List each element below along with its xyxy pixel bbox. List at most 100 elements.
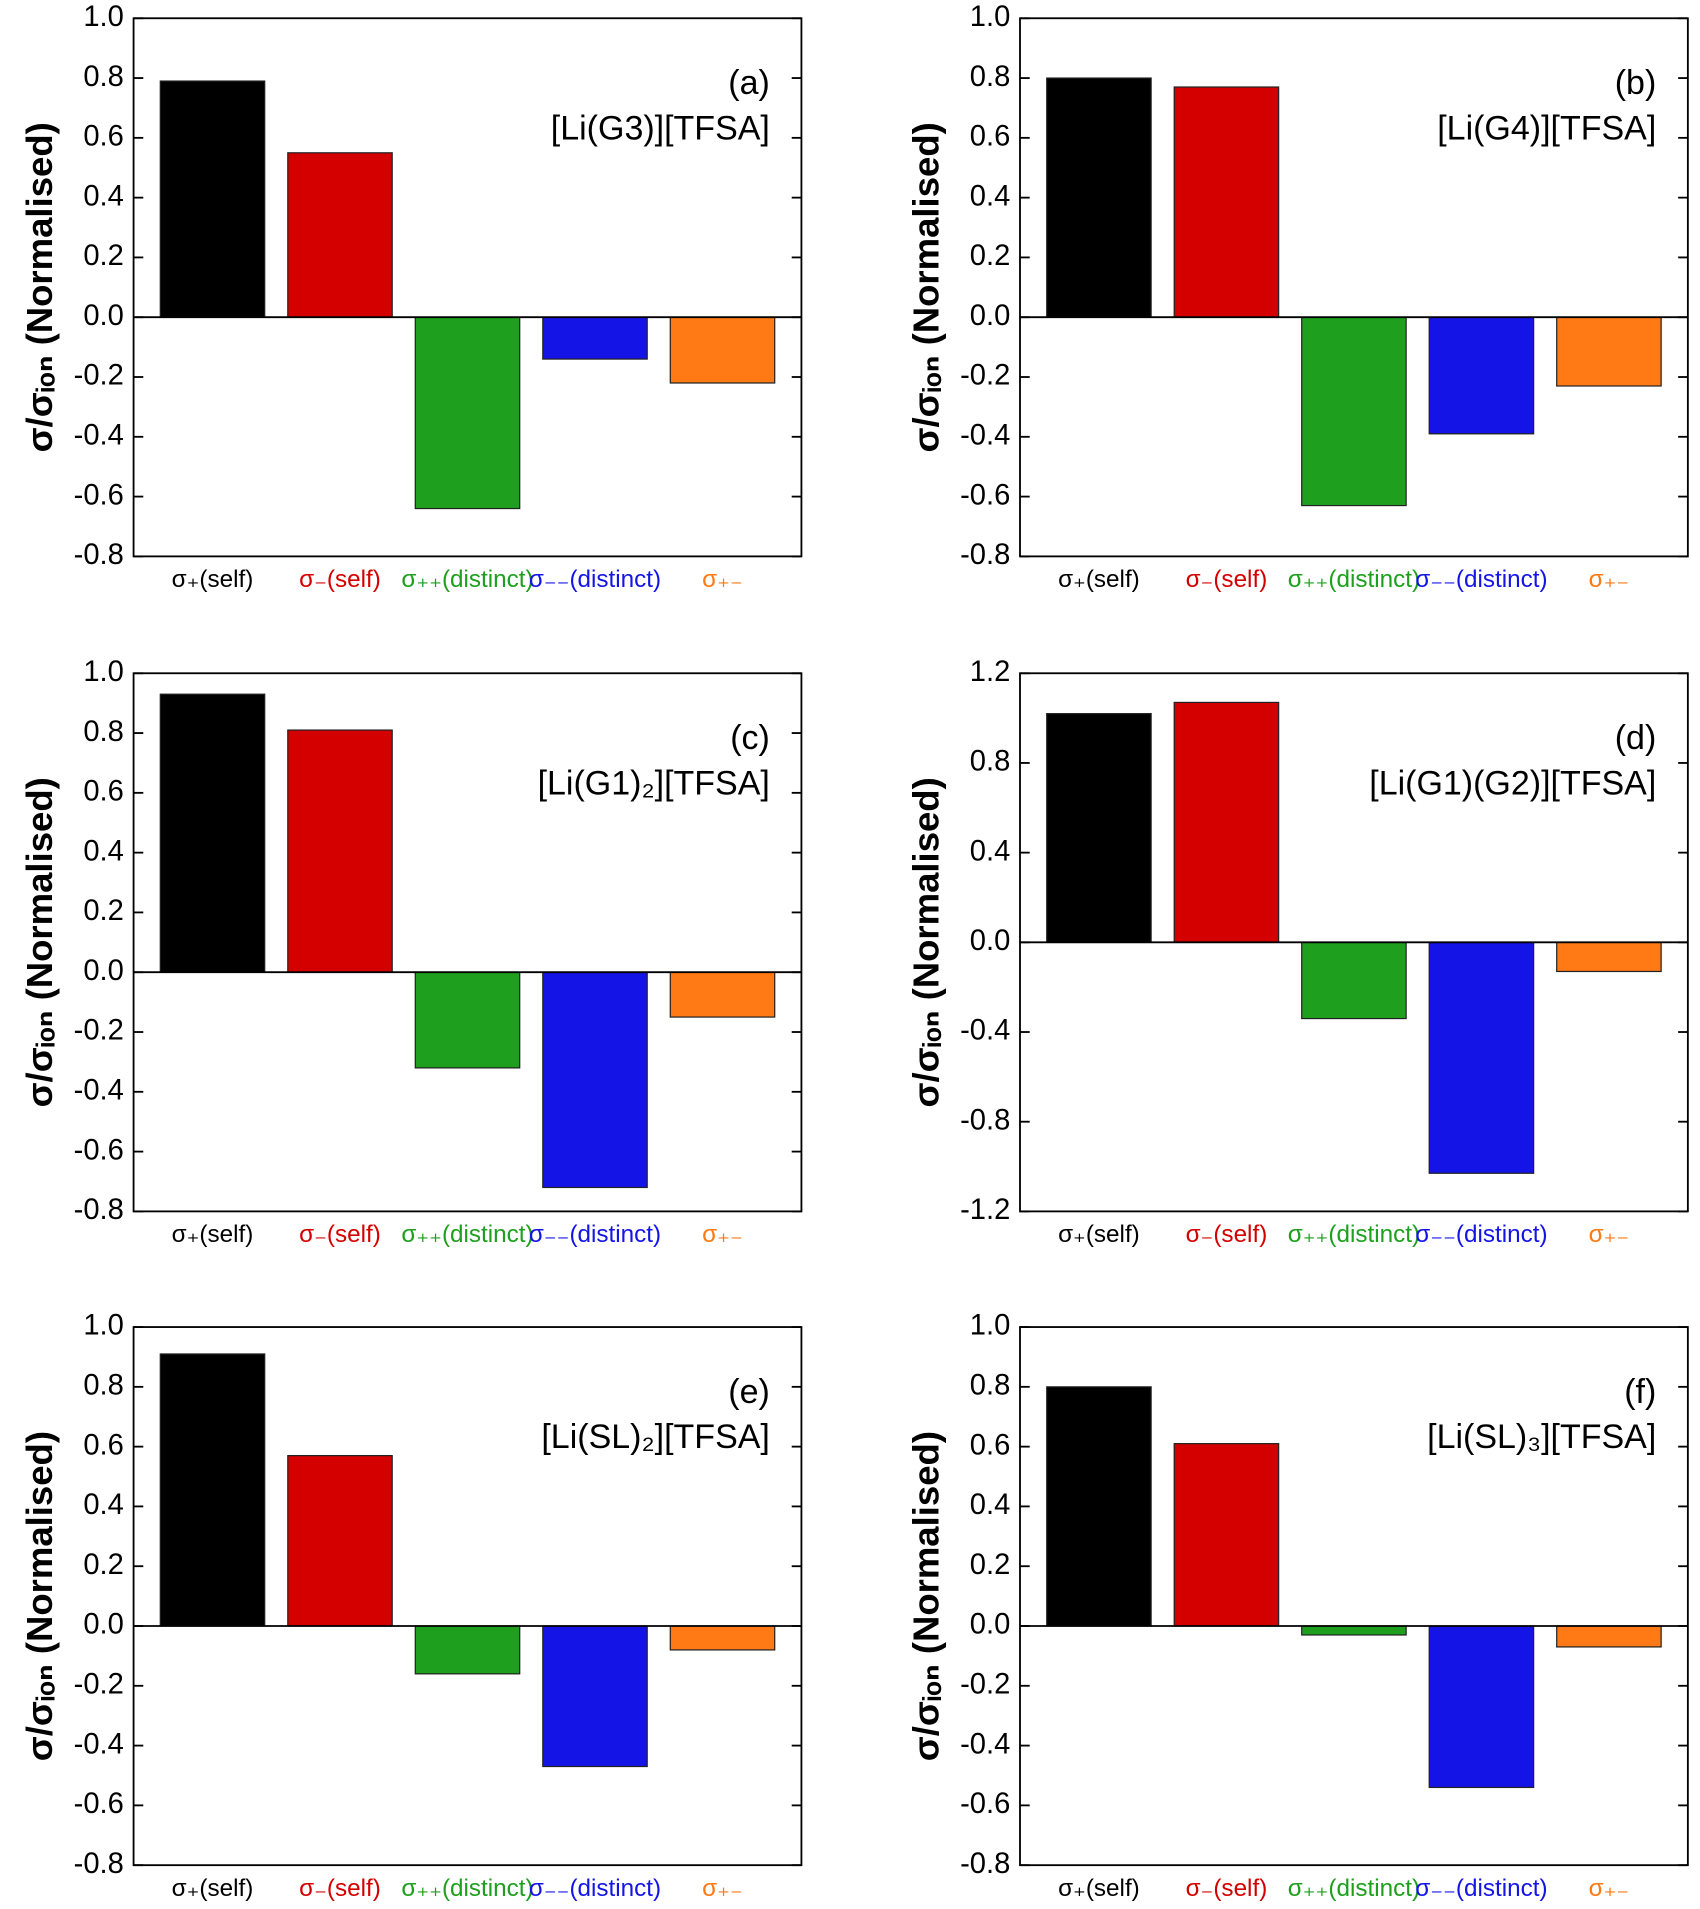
x-tick-label: σ₊₊(distinct) [1288, 1221, 1420, 1248]
y-tick-label: 0.2 [970, 240, 1011, 272]
y-axis-label: σ/σᵢₒₙ (Normalised) [906, 1431, 947, 1761]
y-axis-label: σ/σᵢₒₙ (Normalised) [906, 777, 947, 1107]
annotation: [Li(SL)₂][TFSA] [541, 1418, 769, 1456]
bar [1046, 77, 1152, 318]
bar [1428, 316, 1535, 435]
bar [1046, 713, 1152, 943]
y-tick-label: -0.2 [74, 360, 124, 392]
x-tick-label: σ₊(self) [1058, 566, 1140, 593]
bar [669, 1625, 776, 1651]
y-tick-label: 0.6 [83, 1429, 124, 1461]
y-tick-label: -1.2 [960, 1194, 1010, 1226]
y-tick-label: 0.6 [83, 121, 124, 153]
y-axis-label: σ/σᵢₒₙ (Normalised) [19, 122, 60, 452]
plot-frame [132, 17, 803, 558]
panel-label: (b) [1615, 64, 1657, 102]
y-tick-label: -0.6 [960, 479, 1010, 511]
x-tick-label: σ₊₊(distinct) [1288, 1875, 1420, 1902]
x-tick-label: σ₊₋ [1589, 566, 1630, 593]
bar [669, 971, 776, 1018]
y-tick-label: 0.8 [970, 1370, 1011, 1402]
y-tick-label: -0.8 [74, 1194, 124, 1226]
panel: -0.8 -0.6 -0.4 -0.2 0.0 0.2 0.4 0.6 0.8 1.0 σ₊(sel… [19, 656, 803, 1248]
panel: -0.8 -0.6 -0.4 -0.2 0.0 0.2 0.4 0.6 0.8 1.0 σ₊(sel… [906, 1310, 1689, 1902]
y-tick-label: 0.0 [970, 300, 1011, 332]
x-tick-label: σ₋₋(distinct) [1415, 566, 1547, 593]
y-tick-label: 0.8 [83, 716, 124, 748]
y-tick-label: -0.4 [74, 1728, 124, 1760]
y-tick-label: 0.4 [83, 1489, 124, 1521]
bar [414, 316, 521, 510]
bar [414, 971, 521, 1069]
bar [1301, 1625, 1407, 1636]
bar [1301, 316, 1407, 507]
y-axis-label: σ/σᵢₒₙ (Normalised) [19, 1431, 60, 1761]
y-tick-label: 0.6 [83, 776, 124, 808]
panel: -0.8 -0.6 -0.4 -0.2 0.0 0.2 0.4 0.6 0.8 1.0 σ₊(sel… [906, 1, 1689, 593]
bar [669, 316, 776, 384]
bar [542, 1625, 648, 1768]
y-tick-label: -0.2 [960, 1668, 1010, 1700]
y-tick-label: 1.2 [970, 656, 1011, 688]
bar [1173, 86, 1280, 318]
x-tick-label: σ₊(self) [172, 1221, 254, 1248]
y-tick-label: 0.0 [83, 300, 124, 332]
bar [1301, 941, 1407, 1020]
plot-frame [1019, 1326, 1689, 1867]
x-tick-label: σ₊₋ [702, 1875, 743, 1902]
y-tick-label: 0.8 [83, 1370, 124, 1402]
y-tick-label: 0.4 [83, 835, 124, 867]
x-tick-label: σ₊₊(distinct) [401, 1221, 533, 1248]
x-tick-label: σ₋(self) [299, 1875, 381, 1902]
plot-frame [132, 672, 803, 1213]
y-tick-label: 0.4 [970, 180, 1011, 212]
bar [1556, 1625, 1662, 1648]
annotation: [Li(G1)₂][TFSA] [538, 764, 770, 802]
panel-label: (f) [1624, 1373, 1656, 1411]
bar [1428, 1625, 1535, 1789]
y-tick-label: -0.4 [960, 419, 1010, 451]
panel-label: (c) [730, 719, 770, 757]
y-tick-label: -0.8 [960, 1848, 1010, 1880]
panel: -1.2 -0.8 -0.4 0.0 0.4 0.8 1.2 σ₊(self) σ₋(self)… [906, 656, 1689, 1248]
y-tick-label: 0.2 [83, 240, 124, 272]
y-tick-label: -0.2 [960, 360, 1010, 392]
plot-frame [1019, 17, 1689, 558]
x-tick-label: σ₋₋(distinct) [529, 1875, 661, 1902]
x-tick-label: σ₊₋ [702, 1221, 743, 1248]
y-tick-label: 0.0 [970, 925, 1011, 957]
bar [414, 1625, 521, 1675]
bar [542, 316, 648, 360]
x-tick-label: σ₊₋ [702, 566, 743, 593]
y-tick-label: -0.6 [74, 1134, 124, 1166]
panel-label: (a) [728, 64, 770, 102]
x-tick-label: σ₊₊(distinct) [401, 1875, 533, 1902]
x-tick-label: σ₊(self) [1058, 1221, 1140, 1248]
y-tick-label: -0.4 [960, 1728, 1010, 1760]
y-tick-label: 0.2 [83, 895, 124, 927]
y-axis-label: σ/σᵢₒₙ (Normalised) [906, 122, 947, 452]
y-tick-label: -0.8 [960, 539, 1010, 571]
x-tick-label: σ₋₋(distinct) [529, 566, 661, 593]
panel-label: (e) [728, 1373, 770, 1411]
y-tick-label: 0.0 [83, 1609, 124, 1641]
y-tick-label: 0.2 [83, 1549, 124, 1581]
x-tick-label: σ₋₋(distinct) [529, 1221, 661, 1248]
bar [1556, 316, 1662, 387]
bar [159, 693, 266, 973]
y-tick-label: 0.0 [83, 955, 124, 987]
y-tick-label: 0.4 [970, 835, 1011, 867]
bar [159, 80, 266, 318]
y-tick-label: 1.0 [83, 656, 124, 688]
bar [542, 971, 648, 1189]
y-tick-label: -0.8 [74, 539, 124, 571]
y-tick-label: -0.4 [74, 419, 124, 451]
panel: -0.8 -0.6 -0.4 -0.2 0.0 0.2 0.4 0.6 0.8 1.0 σ₊(sel… [19, 1, 803, 593]
y-tick-label: -0.4 [74, 1074, 124, 1106]
panel: -0.8 -0.6 -0.4 -0.2 0.0 0.2 0.4 0.6 0.8 1.0 σ₊(sel… [19, 1310, 803, 1902]
y-tick-label: 1.0 [970, 1, 1011, 33]
y-tick-label: -0.6 [74, 479, 124, 511]
bar [1173, 701, 1280, 943]
y-tick-label: 1.0 [83, 1, 124, 33]
y-tick-label: 0.2 [970, 1549, 1011, 1581]
